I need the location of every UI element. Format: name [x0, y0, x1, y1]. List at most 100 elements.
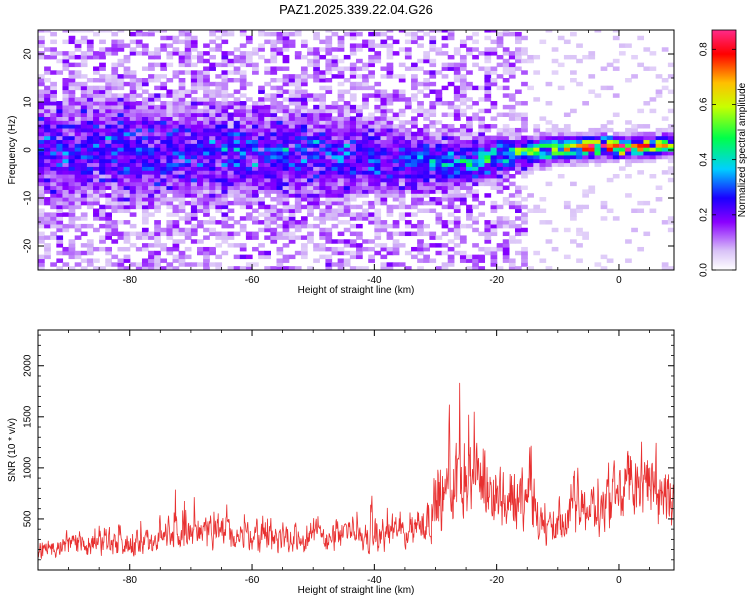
spectrogram-cell: [129, 127, 137, 133]
spectrogram-cell: [496, 174, 504, 179]
spectrogram-cell: [478, 254, 486, 260]
spectrogram-cell: [294, 162, 302, 167]
spectrogram-cell: [349, 51, 357, 56]
spectrogram-cell: [38, 116, 45, 121]
spectrogram-cell: [502, 166, 510, 171]
spectrogram-cell: [74, 262, 82, 267]
spectrogram-cell: [99, 39, 106, 45]
spectrogram-cell: [643, 124, 651, 129]
spectrogram-cell: [325, 181, 333, 187]
spectrogram-cell: [178, 197, 186, 202]
spectrogram-cell: [404, 131, 412, 137]
spectrogram-cell: [435, 197, 443, 202]
spectrogram-cell: [563, 143, 571, 148]
spectrogram-cell: [252, 193, 259, 198]
spectrogram-cell: [398, 108, 406, 114]
snr-x-tick-label: -80: [123, 575, 138, 586]
spectrogram-cell: [356, 139, 363, 144]
spectrogram-cell: [264, 31, 271, 37]
spectrogram-cell: [398, 158, 406, 164]
spectrogram-cell: [203, 131, 210, 137]
spectrogram-cell: [245, 185, 253, 190]
spectrogram-cell: [227, 139, 235, 144]
spectrogram-cell: [123, 81, 131, 87]
spectrogram-cell: [337, 93, 345, 98]
spectrogram-cell: [423, 246, 430, 252]
spectrogram-cell: [93, 131, 100, 137]
spectrogram-cell: [423, 231, 430, 237]
spectrogram-cell: [44, 200, 51, 206]
spectrogram-cell: [362, 101, 369, 106]
spectrogram-cell: [209, 139, 216, 144]
spectrogram-cell: [117, 162, 125, 167]
spectrogram-cell: [539, 143, 547, 148]
spectrogram-cell: [429, 120, 437, 125]
spectrogram-cell: [123, 266, 131, 270]
spectrogram-cell: [300, 204, 308, 210]
spectrogram-cell: [398, 193, 406, 198]
spectrogram-cell: [123, 177, 131, 183]
spectrogram-cell: [93, 181, 100, 187]
spectrogram-cell: [288, 78, 296, 83]
spectrogram-cell: [490, 30, 498, 33]
spectrogram-cell: [148, 124, 155, 129]
spectrogram-cell: [166, 135, 174, 141]
spectrogram-cell: [227, 62, 235, 68]
spectrogram-cell: [86, 108, 94, 114]
spectrogram-cell: [411, 185, 418, 190]
spectrogram-cell: [294, 51, 302, 56]
spectrogram-cell: [398, 93, 406, 98]
spectrogram-cell: [417, 266, 424, 270]
spectrogram-cell: [68, 254, 76, 260]
spectrogram-cell: [606, 150, 614, 156]
spectrogram-cell: [203, 139, 210, 144]
spectrogram-cell: [429, 89, 437, 94]
spectrogram-cell: [356, 108, 363, 114]
spectrogram-cell: [62, 85, 70, 91]
spectrogram-cell: [331, 47, 339, 52]
spectrogram-cell: [160, 189, 168, 194]
spectrogram-cell: [533, 154, 541, 160]
spectrogram-cell: [447, 35, 455, 41]
spectrogram-cell: [325, 139, 333, 144]
spectrogram-cell: [368, 158, 375, 164]
spectrogram-cell: [276, 193, 284, 198]
spectrogram-cell: [197, 223, 204, 229]
spectrogram-cell: [612, 147, 620, 152]
spectrogram-cell: [245, 108, 253, 114]
spectrogram-cell: [490, 104, 498, 110]
spectrogram-cell: [618, 154, 626, 160]
spectrogram-cell: [313, 204, 320, 210]
spectrogram-cell: [282, 124, 290, 129]
spectrogram-cell: [56, 116, 64, 121]
spectrogram-cell: [221, 131, 229, 137]
spectrogram-cell: [386, 127, 394, 133]
spectrogram-cell: [441, 139, 449, 144]
spectrogram-cell: [264, 139, 271, 144]
spectrogram-cell: [557, 174, 565, 179]
spectrogram-cell: [245, 39, 253, 45]
spectrogram-cell: [105, 154, 112, 160]
spectrogram-cell: [600, 85, 608, 91]
spectrogram-cell: [447, 193, 455, 198]
spectrogram-cell: [374, 124, 382, 129]
spectrogram-cell: [270, 85, 278, 91]
spectrogram-cell: [239, 131, 247, 137]
spectrogram-cell: [380, 189, 388, 194]
spectrogram-cell: [515, 158, 522, 164]
spectrogram-cell: [423, 124, 430, 129]
spectrogram-cell: [86, 246, 94, 252]
spectrogram-cell: [62, 158, 70, 164]
spectrogram-cell: [221, 235, 229, 240]
spectrogram-cell: [245, 216, 253, 221]
spectrogram-cell: [551, 139, 559, 144]
spectrogram-cell: [349, 131, 357, 137]
spectrogram-cell: [68, 250, 76, 256]
spectrogram-cell: [184, 47, 192, 52]
spectrogram-cell: [600, 127, 608, 133]
spectrogram-cell: [453, 131, 461, 137]
spectrogram-cell: [68, 154, 76, 160]
spectrogram-cell: [74, 112, 82, 117]
spectrogram-cell: [93, 162, 100, 167]
